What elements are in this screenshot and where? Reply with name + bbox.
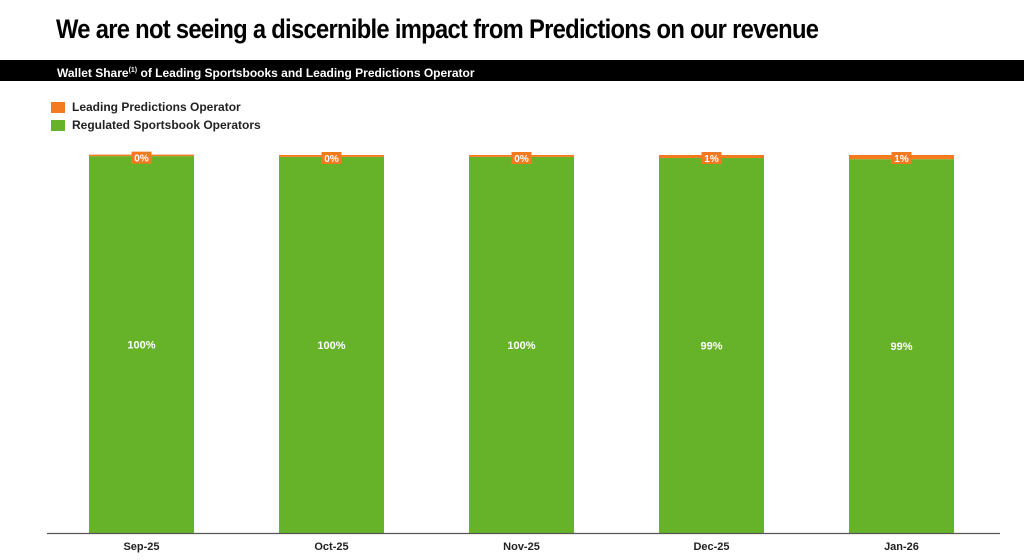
chart-title-band: Wallet Share(1) of Leading Sportsbooks a… [0,60,1024,81]
data-label-sportsbooks: 100% [317,340,345,352]
data-label-predictions: 0% [324,154,339,165]
legend-swatch [51,119,65,131]
data-label-bg [131,151,152,164]
bar-sportsbooks [279,156,384,533]
data-label-predictions: 0% [514,154,529,165]
bar-sportsbooks [89,156,194,533]
data-label-sportsbooks: 100% [127,340,155,352]
x-tick-label: Nov-25 [503,541,540,553]
legend-item-sportsbooks: Regulated Sportsbook Operators [51,118,261,132]
bar-sportsbooks [469,156,574,533]
data-label-bg [701,152,722,164]
data-label-sportsbooks: 99% [700,341,722,353]
legend-item-predictions: Leading Predictions Operator [51,100,241,114]
x-tick-label: Dec-25 [693,541,729,553]
data-label-predictions: 1% [894,154,909,165]
x-tick-label: Sep-25 [123,541,159,553]
page-title: We are not seeing a discernible impact f… [56,14,819,44]
chart-title: Wallet Share(1) of Leading Sportsbooks a… [57,66,475,80]
data-label-bg [321,152,342,164]
x-tick-label: Oct-25 [314,541,348,553]
x-tick-label: Jan-26 [884,541,919,553]
data-label-bg [511,152,532,164]
bar-sportsbooks [659,158,764,534]
data-label-bg [891,152,912,164]
data-label-sportsbooks: 99% [890,341,912,353]
data-label-predictions: 0% [134,154,149,165]
data-label-sportsbooks: 100% [507,340,535,352]
data-label-predictions: 1% [704,154,719,165]
bar-sportsbooks [849,159,954,533]
legend-swatch [51,101,65,113]
